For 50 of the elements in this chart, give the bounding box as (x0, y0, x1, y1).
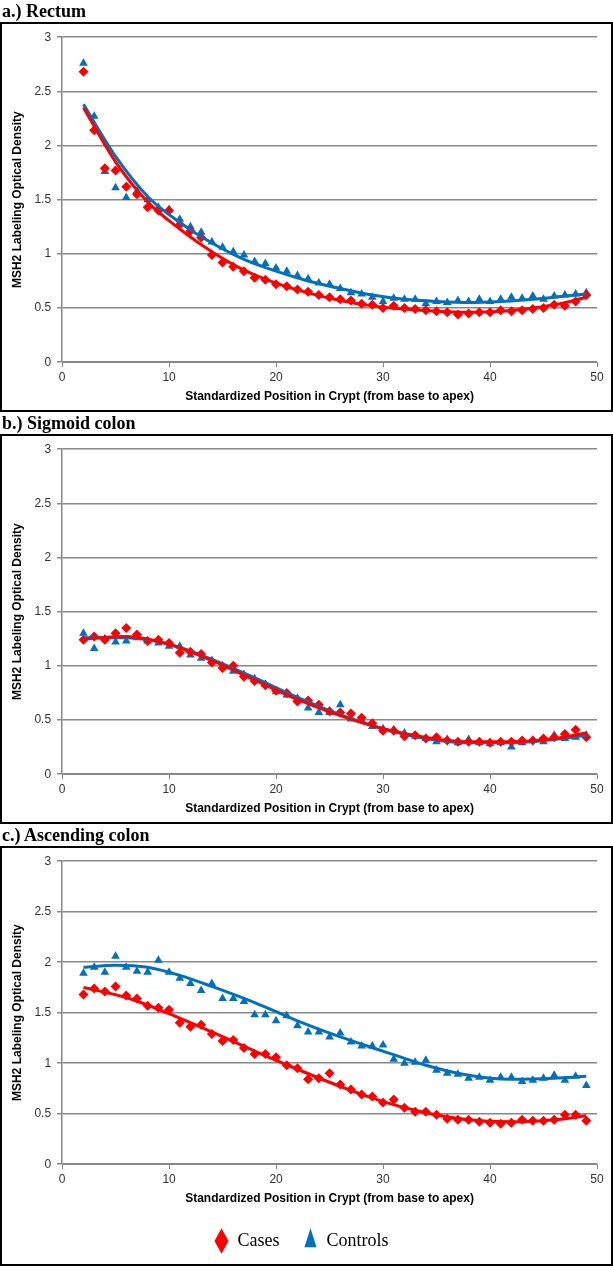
y-tick-label: 2.5 (34, 83, 52, 98)
y-tick-label: 2 (44, 549, 52, 564)
x-tick-label: 40 (483, 781, 498, 796)
x-tick-label: 10 (162, 369, 177, 384)
x-axis-title: Standardized Position in Crypt (from base to apex) (185, 801, 474, 816)
y-tick-label: 0.5 (34, 712, 52, 727)
legend-label: Cases (237, 1229, 280, 1250)
y-tick-label: 1.5 (34, 192, 52, 207)
y-tick-label: 1.5 (34, 604, 52, 619)
y-tick-label: 3 (44, 441, 52, 456)
y-tick-label: 1 (44, 658, 52, 673)
legend-label: Controls (326, 1229, 389, 1250)
x-tick-label: 30 (376, 1171, 391, 1186)
x-tick-label: 30 (376, 369, 391, 384)
x-tick-label: 0 (58, 369, 66, 384)
y-tick-label: 0 (44, 766, 52, 781)
chart-title: c.) Ascending colon (1, 824, 151, 846)
y-axis-title: MSH2 Labeling Optical Density (9, 111, 24, 289)
x-axis-title: Standardized Position in Crypt (from base to apex) (185, 389, 474, 404)
x-tick-label: 10 (162, 781, 177, 796)
chart-title: a.) Rectum (1, 0, 87, 22)
chart-title: b.) Sigmoid colon (1, 412, 137, 434)
y-tick-label: 1.5 (34, 1005, 52, 1020)
x-tick-label: 10 (162, 1171, 177, 1186)
y-tick-label: 3 (44, 853, 52, 868)
x-tick-label: 50 (590, 781, 604, 796)
x-tick-label: 50 (590, 369, 604, 384)
y-tick-label: 3 (44, 29, 52, 44)
x-tick-label: 40 (483, 369, 498, 384)
x-tick-label: 50 (590, 1171, 604, 1186)
y-tick-label: 2.5 (34, 495, 52, 510)
x-tick-label: 30 (376, 781, 391, 796)
y-tick-label: 0 (44, 354, 52, 369)
y-tick-label: 1 (44, 246, 52, 261)
y-tick-label: 1 (44, 1055, 52, 1070)
y-tick-label: 2.5 (34, 904, 52, 919)
y-tick-label: 2 (44, 137, 52, 152)
x-axis-title: Standardized Position in Crypt (from base to apex) (185, 1191, 474, 1206)
y-tick-label: 2 (44, 954, 52, 969)
x-tick-label: 0 (58, 781, 66, 796)
y-tick-label: 0.5 (34, 1106, 52, 1121)
x-tick-label: 40 (483, 1171, 498, 1186)
y-tick-label: 0 (44, 1156, 52, 1171)
x-tick-label: 0 (58, 1171, 66, 1186)
x-tick-label: 20 (269, 369, 284, 384)
y-tick-label: 0.5 (34, 300, 52, 315)
x-tick-label: 20 (269, 781, 284, 796)
y-axis-title: MSH2 Labeling Optical Density (9, 523, 24, 701)
y-axis-title: MSH2 Labeling Optical Density (9, 924, 24, 1102)
x-tick-label: 20 (269, 1171, 284, 1186)
